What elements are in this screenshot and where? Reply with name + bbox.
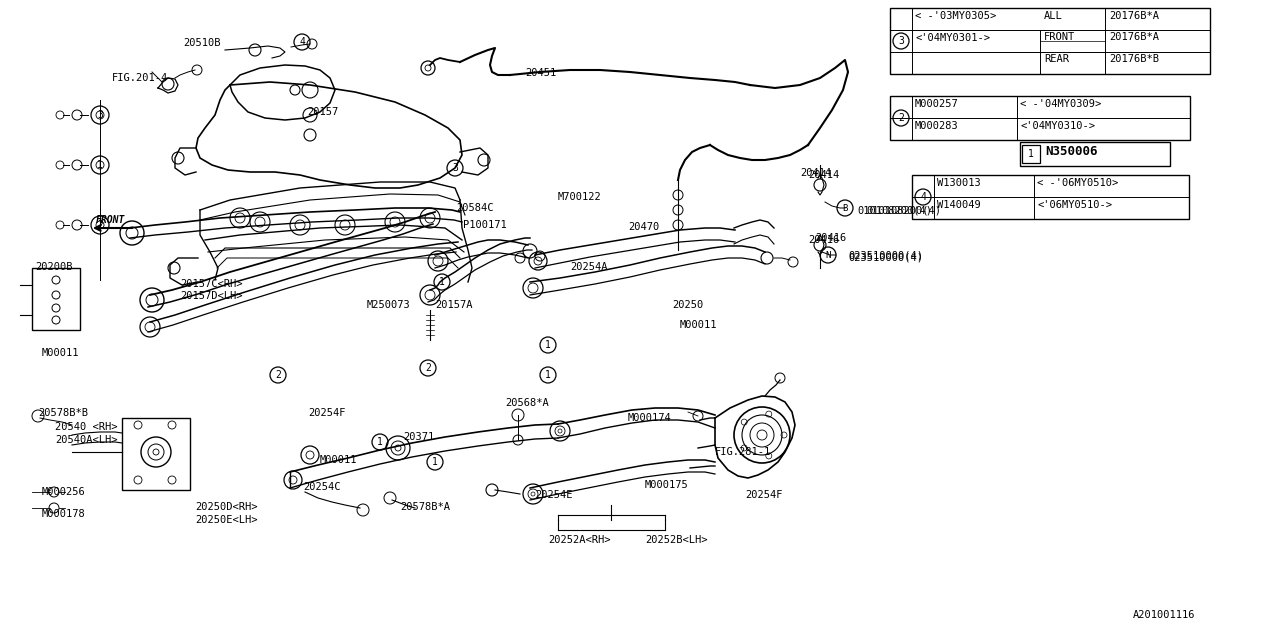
Text: 20568*A: 20568*A xyxy=(506,398,549,408)
Text: 2: 2 xyxy=(899,113,904,123)
Text: M250073: M250073 xyxy=(367,300,411,310)
Text: 023510000(4): 023510000(4) xyxy=(849,252,923,262)
Text: 4: 4 xyxy=(300,37,305,47)
Text: M000178: M000178 xyxy=(42,509,86,519)
Text: M000257: M000257 xyxy=(915,99,959,109)
Text: FIG.201-4: FIG.201-4 xyxy=(113,73,168,83)
Text: 4: 4 xyxy=(920,192,925,202)
Text: 1: 1 xyxy=(433,457,438,467)
Text: 20252A<RH>: 20252A<RH> xyxy=(548,535,611,545)
Text: M000175: M000175 xyxy=(645,480,689,490)
Bar xyxy=(913,175,1189,219)
Text: < -'03MY0305>: < -'03MY0305> xyxy=(915,11,996,21)
Text: 20254A: 20254A xyxy=(570,262,608,272)
Text: 20414: 20414 xyxy=(800,168,831,178)
Text: 023510000(4): 023510000(4) xyxy=(849,250,923,260)
Bar xyxy=(122,418,189,490)
Text: M000256: M000256 xyxy=(42,487,86,497)
Text: < -'04MY0309>: < -'04MY0309> xyxy=(1020,99,1101,109)
Text: ALL: ALL xyxy=(1044,11,1062,21)
Text: < -'06MY0510>: < -'06MY0510> xyxy=(1037,178,1119,188)
Text: 20254F: 20254F xyxy=(308,408,346,418)
Text: 1: 1 xyxy=(97,160,102,170)
Text: 20157D<LH>: 20157D<LH> xyxy=(180,291,242,301)
Text: 1: 1 xyxy=(378,437,383,447)
Text: 20578B*B: 20578B*B xyxy=(38,408,88,418)
Bar xyxy=(1020,142,1170,166)
Text: N350006: N350006 xyxy=(1044,145,1097,158)
Text: 20176B*B: 20176B*B xyxy=(1108,54,1158,64)
Text: REAR: REAR xyxy=(1044,54,1069,64)
Text: N: N xyxy=(826,250,831,259)
Text: 3: 3 xyxy=(452,163,458,173)
Text: W130013: W130013 xyxy=(937,178,980,188)
Text: <'04MY0310->: <'04MY0310-> xyxy=(1020,121,1094,131)
Text: 1: 1 xyxy=(545,340,550,350)
Text: 20416: 20416 xyxy=(815,233,846,243)
Text: FIG.281-1: FIG.281-1 xyxy=(716,447,772,457)
Text: 20200B: 20200B xyxy=(35,262,73,272)
Text: 1: 1 xyxy=(439,277,445,287)
Text: 20250: 20250 xyxy=(672,300,703,310)
Text: 2: 2 xyxy=(425,363,431,373)
Bar xyxy=(1021,145,1039,163)
Text: 20157C<RH>: 20157C<RH> xyxy=(180,279,242,289)
Text: <'06MY0510->: <'06MY0510-> xyxy=(1037,200,1112,210)
Text: 20584C: 20584C xyxy=(456,203,494,213)
Text: <'04MY0301->: <'04MY0301-> xyxy=(915,33,989,43)
Text: 2: 2 xyxy=(97,220,102,230)
Text: 20540A<LH>: 20540A<LH> xyxy=(55,435,118,445)
Text: 010108200(4): 010108200(4) xyxy=(858,205,932,215)
Text: 20451: 20451 xyxy=(525,68,557,78)
Text: FRONT: FRONT xyxy=(96,215,125,225)
Text: M00011: M00011 xyxy=(680,320,718,330)
Text: 20252B<LH>: 20252B<LH> xyxy=(645,535,708,545)
Text: 20250E<LH>: 20250E<LH> xyxy=(195,515,257,525)
Text: 20176B*A: 20176B*A xyxy=(1108,32,1158,42)
Text: 010108200(4): 010108200(4) xyxy=(867,205,941,215)
Bar xyxy=(890,96,1190,140)
Text: M000174: M000174 xyxy=(628,413,672,423)
Text: A201001116: A201001116 xyxy=(1133,610,1196,620)
Text: P100171: P100171 xyxy=(463,220,507,230)
Text: 3: 3 xyxy=(97,110,102,120)
Text: 20540 <RH>: 20540 <RH> xyxy=(55,422,118,432)
Text: 20254C: 20254C xyxy=(303,482,340,492)
Text: 2: 2 xyxy=(275,370,280,380)
Text: 1: 1 xyxy=(545,370,550,380)
Text: 20414: 20414 xyxy=(808,170,840,180)
Text: 20254F: 20254F xyxy=(745,490,782,500)
Text: M00011: M00011 xyxy=(320,455,357,465)
Text: M700122: M700122 xyxy=(558,192,602,202)
Text: 20157A: 20157A xyxy=(435,300,472,310)
Text: 20254E: 20254E xyxy=(535,490,572,500)
Text: FRONT: FRONT xyxy=(1044,32,1075,42)
Text: B: B xyxy=(842,204,847,212)
Text: 20371: 20371 xyxy=(403,432,434,442)
Text: 20510B: 20510B xyxy=(183,38,220,48)
Text: M000283: M000283 xyxy=(915,121,959,131)
Bar xyxy=(32,268,81,330)
Bar xyxy=(890,8,1210,74)
Text: 20250D<RH>: 20250D<RH> xyxy=(195,502,257,512)
Text: 20416: 20416 xyxy=(808,235,840,245)
Text: 20157: 20157 xyxy=(307,107,338,117)
Text: 3: 3 xyxy=(899,36,904,46)
Text: M00011: M00011 xyxy=(42,348,79,358)
Text: 20578B*A: 20578B*A xyxy=(401,502,451,512)
Text: 20470: 20470 xyxy=(628,222,659,232)
Text: W140049: W140049 xyxy=(937,200,980,210)
Text: 1: 1 xyxy=(1028,149,1034,159)
Text: 20176B*A: 20176B*A xyxy=(1108,11,1158,21)
